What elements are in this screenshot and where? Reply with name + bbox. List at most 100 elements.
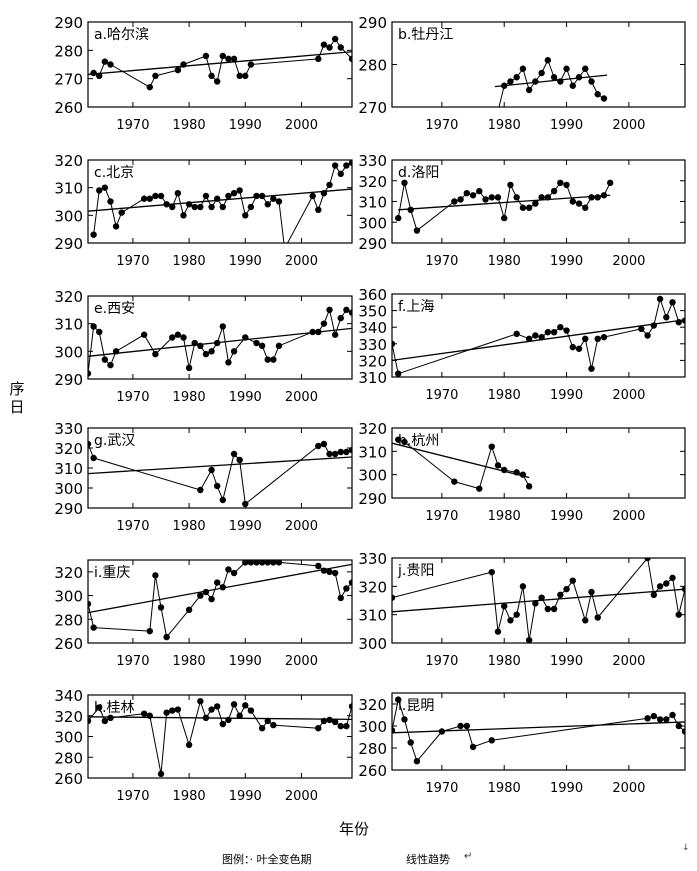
y-tick-label: 290 [54,14,83,32]
y-tick-label: 300 [358,214,387,232]
series-segment [345,706,352,727]
data-point [242,72,249,80]
data-point [513,611,520,618]
trend-line [88,716,352,721]
data-point [225,192,232,200]
x-tick-label: 2000 [285,118,318,133]
x-tick-label: 1990 [229,390,262,405]
data-point [320,440,328,448]
data-point [532,78,539,85]
data-point [157,604,165,611]
data-point [275,198,283,205]
data-point [88,370,92,377]
data-point [96,328,103,336]
data-point [463,190,471,197]
x-tick-label: 1970 [116,654,149,669]
data-point [507,78,514,85]
series-segment [183,55,207,65]
data-point [101,58,109,65]
legend-point-label: · 叶全变色期 [249,853,312,866]
series-segment [410,209,418,231]
y-tick-label: 320 [358,173,387,191]
data-point [343,722,350,730]
data-point [563,181,570,189]
data-point [463,722,471,730]
y-tick-label: 260 [54,635,83,653]
series-segment [160,712,168,774]
data-point [343,585,350,592]
series-segment [516,586,524,615]
series-segment [109,201,117,227]
data-point [247,61,255,68]
panel-title: f.上海 [398,299,434,315]
data-point [202,192,210,200]
series-segment [160,607,168,638]
y-tick-label: 290 [54,500,83,518]
data-point [594,614,601,621]
data-point [270,195,277,202]
data-point [476,187,483,195]
data-point [185,741,193,748]
series-segment [497,606,505,632]
data-point [281,245,287,251]
trend-line [392,721,685,734]
y-tick-label: 290 [54,371,83,389]
series-segment [410,742,418,762]
data-point [348,55,352,63]
series-segment [149,575,156,632]
x-tick-label: 1990 [229,254,262,269]
series-segment [528,603,536,641]
data-point [326,568,333,576]
data-point [213,482,221,490]
data-point [656,583,664,590]
data-point [90,69,97,77]
data-point [395,214,402,222]
series-segment [329,165,336,186]
trend-line [392,588,685,613]
data-point [230,190,238,197]
data-point [264,717,271,725]
data-point [219,203,227,211]
data-point [569,82,576,89]
panel-5: 290 300 310 320 1970 1980 1990 2000 e.西安 [54,288,353,405]
x-tick-label: 1970 [116,118,149,133]
data-point [532,332,539,339]
x-axis-label: 年份 [339,820,370,838]
data-point [663,314,670,321]
series-segment [177,709,190,745]
data-point [656,716,664,723]
y-tick-label: 310 [358,194,387,212]
data-point [538,194,545,201]
data-point [331,450,339,458]
series-segment [334,572,342,599]
series-segment [110,64,151,88]
y-tick-label: 320 [54,564,83,582]
data-point [326,306,333,314]
data-point [544,605,552,613]
data-point [253,339,260,347]
data-point [563,327,570,334]
y-tick-label: 310 [54,180,83,198]
x-tick-label: 2000 [612,118,645,133]
data-point [230,55,238,63]
data-point [513,74,520,81]
y-tick-label: 300 [54,343,83,361]
x-tick-label: 1970 [425,388,458,403]
series-segment [491,572,499,632]
data-point [588,588,595,596]
data-point [513,330,520,338]
data-point [169,334,176,341]
data-point [219,52,227,60]
data-point [247,560,255,566]
series-segment [166,609,190,638]
data-point [174,66,182,74]
data-point [236,72,243,80]
series-segment [392,343,399,374]
x-tick-label: 2000 [285,789,318,804]
trend-line [392,442,530,479]
data-point [90,624,97,631]
panel-title: b.牡丹江 [398,27,453,43]
data-point [507,617,514,624]
series-segment [584,338,592,369]
